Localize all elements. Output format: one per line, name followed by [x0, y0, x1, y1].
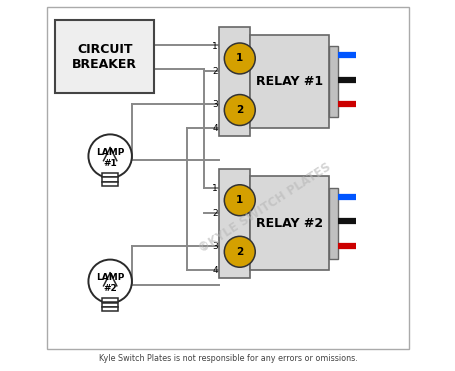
Text: 1: 1 — [236, 195, 243, 205]
Text: 4: 4 — [212, 124, 217, 133]
Text: ©KYLE SWITCH PLATES: ©KYLE SWITCH PLATES — [196, 160, 333, 255]
Circle shape — [224, 236, 255, 267]
FancyBboxPatch shape — [102, 173, 118, 177]
FancyBboxPatch shape — [218, 169, 249, 278]
Text: 2: 2 — [236, 105, 243, 115]
FancyBboxPatch shape — [249, 35, 329, 128]
Text: 1: 1 — [212, 184, 217, 193]
Text: LAMP
#1: LAMP #1 — [96, 148, 124, 168]
FancyBboxPatch shape — [55, 20, 154, 93]
FancyBboxPatch shape — [329, 188, 338, 259]
Text: 1: 1 — [212, 42, 217, 51]
FancyBboxPatch shape — [102, 298, 118, 302]
Text: CIRCUIT
BREAKER: CIRCUIT BREAKER — [72, 43, 137, 70]
FancyBboxPatch shape — [102, 177, 118, 181]
Text: 2: 2 — [212, 209, 217, 218]
Circle shape — [224, 43, 255, 74]
Text: LAMP
#2: LAMP #2 — [96, 273, 124, 293]
FancyBboxPatch shape — [329, 46, 338, 117]
Circle shape — [88, 260, 131, 303]
Text: 2: 2 — [236, 247, 243, 257]
Text: RELAY #2: RELAY #2 — [256, 217, 323, 230]
FancyBboxPatch shape — [102, 303, 118, 307]
Text: 2: 2 — [212, 67, 217, 76]
Text: 3: 3 — [212, 100, 217, 109]
Text: 1: 1 — [236, 53, 243, 63]
FancyBboxPatch shape — [218, 27, 249, 136]
FancyBboxPatch shape — [249, 176, 329, 270]
Circle shape — [224, 95, 255, 125]
Circle shape — [88, 134, 131, 178]
Circle shape — [224, 185, 255, 216]
Text: Kyle Switch Plates is not responsible for any errors or omissions.: Kyle Switch Plates is not responsible fo… — [98, 354, 357, 363]
Text: 3: 3 — [212, 242, 217, 251]
FancyBboxPatch shape — [102, 307, 118, 311]
FancyBboxPatch shape — [102, 182, 118, 186]
Text: RELAY #1: RELAY #1 — [256, 75, 323, 88]
Text: 4: 4 — [212, 266, 217, 275]
